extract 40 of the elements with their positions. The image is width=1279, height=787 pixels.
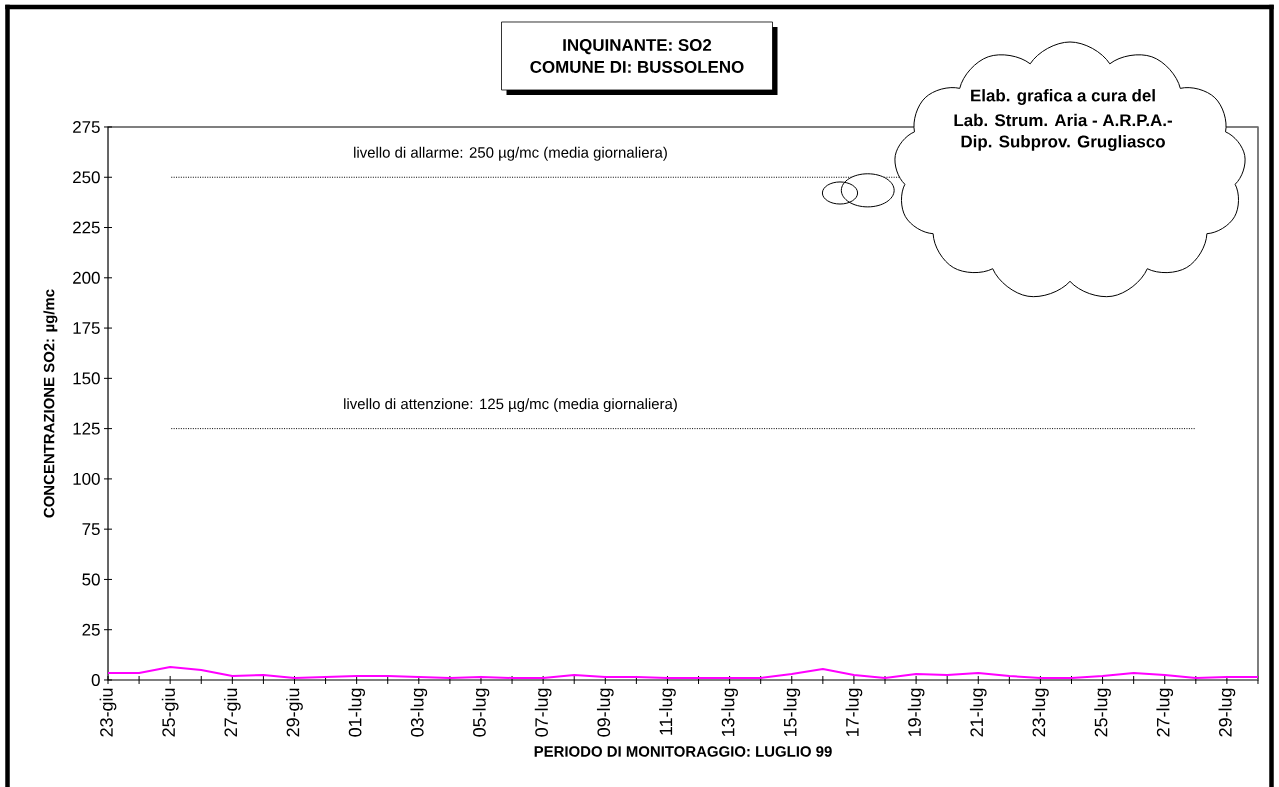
text: Elab. grafica a cura del <box>971 89 1155 105</box>
x-tick-label: 17-lug <box>845 688 863 736</box>
y-tick-label: 275 <box>73 120 100 133</box>
x-tick-label: 27-lug <box>1156 688 1174 737</box>
y-tick-label: 175 <box>73 322 100 334</box>
annotation: Dip. Subprov. Grugliasco <box>961 135 1165 151</box>
x-tick-label: 03-lug <box>410 688 428 737</box>
x-tick-label: 21-lug <box>969 688 987 737</box>
x-tick-label: 07-lug <box>534 688 552 737</box>
ref-line-label: livello di allarme: 250 µg/mc (media giornaliera) <box>354 146 667 161</box>
ref-line-label: livello di attenzione: 125 µg/mc (media giornaliera) <box>344 398 677 413</box>
y-tick-label: 125 <box>73 422 100 435</box>
y-tick-label: 150 <box>73 372 100 385</box>
y-tick-label: 0 <box>91 673 100 686</box>
x-tick-label: 13-lug <box>721 688 738 736</box>
chart-subtitle: COMUNE DI: BUSSOLENO <box>530 60 744 73</box>
y-tick-label: 75 <box>82 523 100 536</box>
x-axis-title: PERIODO DI MONITORAGGIO: LUGLIO 99 <box>534 746 832 757</box>
x-tick-label: 29-lug <box>1218 688 1236 737</box>
y-tick-label: 225 <box>73 221 100 234</box>
y-tick-label: 250 <box>73 171 100 184</box>
y-tick-label: 25 <box>82 623 100 636</box>
x-tick-label: 29-giu <box>286 688 303 737</box>
x-tick-label: 01-lug <box>348 688 366 737</box>
x-tick-label: 11-lug <box>659 688 676 735</box>
y-axis-title: CONCENTRAZIONE SO2: µg/mc <box>43 289 58 518</box>
x-tick-label: 19-lug <box>907 688 925 736</box>
x-tick-label: 25-giu <box>161 688 179 737</box>
x-tick-label: 23-giu <box>99 688 117 737</box>
chart-title: INQUINANTE: SO2 <box>563 39 712 55</box>
x-tick-label: 25-lug <box>1094 688 1111 737</box>
y-tick-label: 50 <box>82 573 100 586</box>
x-tick-label: 09-lug <box>596 688 614 737</box>
x-tick-label: 23-lug <box>1032 688 1049 737</box>
y-tick-label: 100 <box>73 472 100 485</box>
y-tick-label: 200 <box>73 271 100 284</box>
x-tick-label: 27-giu <box>223 688 241 737</box>
x-tick-label: 05-lug <box>472 688 490 737</box>
x-tick-label: 15-lug <box>783 688 801 736</box>
text: Lab. Strum. Aria - A.R.P.A.- <box>954 113 1172 127</box>
